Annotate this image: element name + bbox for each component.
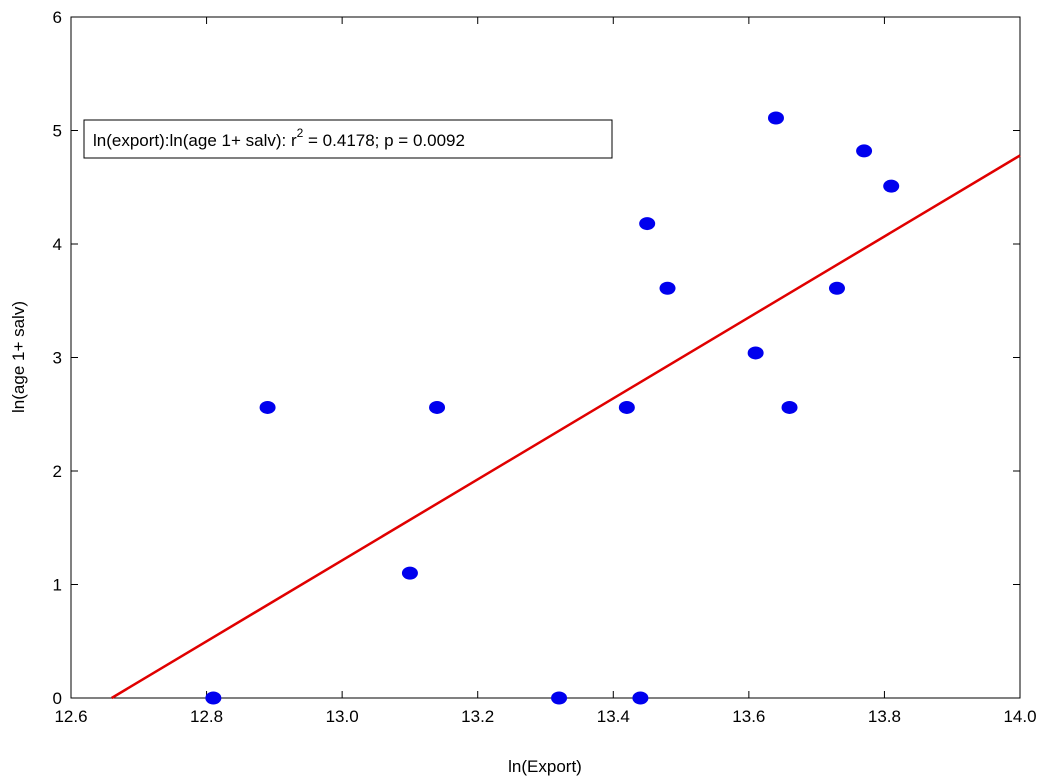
annotation-sup: 2 (297, 126, 304, 140)
data-point (659, 281, 676, 295)
tick-labels: 12.6 12.8 13.0 13.2 13.4 13.6 13.8 14.0 0 1 2 3 4 5 6 (53, 8, 1037, 726)
x-tick-label: 12.6 (54, 707, 87, 726)
x-tick-label: 13.6 (732, 707, 765, 726)
data-point (205, 691, 222, 705)
data-point (781, 400, 798, 414)
x-axis-label: ln(Export) (508, 757, 582, 776)
data-point (883, 179, 900, 193)
plot-frame (70, 16, 1021, 699)
y-tick-label: 3 (53, 349, 62, 368)
data-points (205, 111, 900, 705)
data-point (259, 400, 276, 414)
stats-annotation: ln(export):ln(age 1+ salv): r2 = 0.4178;… (83, 119, 613, 159)
regression-line (111, 154, 1021, 700)
regression-line-group (111, 154, 1021, 700)
y-tick-label: 1 (53, 576, 62, 595)
x-tick-label: 13.2 (461, 707, 494, 726)
y-tick-label: 2 (53, 462, 62, 481)
y-tick-label: 5 (53, 122, 62, 141)
data-point (632, 691, 649, 705)
x-tick-label: 13.0 (326, 707, 359, 726)
data-point (551, 691, 568, 705)
data-point (767, 111, 784, 125)
axis-ticks (70, 16, 1021, 699)
x-tick-label: 12.8 (190, 707, 223, 726)
x-tick-label: 14.0 (1003, 707, 1036, 726)
annotation-text: ln(export):ln(age 1+ salv): r2 = 0.4178;… (93, 126, 465, 150)
data-point (828, 281, 845, 295)
x-tick-label: 13.4 (597, 707, 630, 726)
data-point (429, 400, 446, 414)
annotation-prefix: ln(export):ln(age 1+ salv): r (93, 131, 297, 150)
data-point (639, 217, 656, 231)
annotation-box (83, 119, 613, 159)
data-point (401, 566, 418, 580)
x-tick-label: 13.8 (868, 707, 901, 726)
y-axis-label: ln(age 1+ salv) (9, 301, 28, 413)
data-point (747, 346, 764, 360)
y-tick-label: 6 (53, 8, 62, 27)
annotation-suffix: = 0.4178; p = 0.0092 (303, 131, 465, 150)
data-point (856, 144, 873, 158)
data-point (618, 400, 635, 414)
y-tick-label: 0 (53, 689, 62, 708)
y-tick-label: 4 (53, 235, 62, 254)
